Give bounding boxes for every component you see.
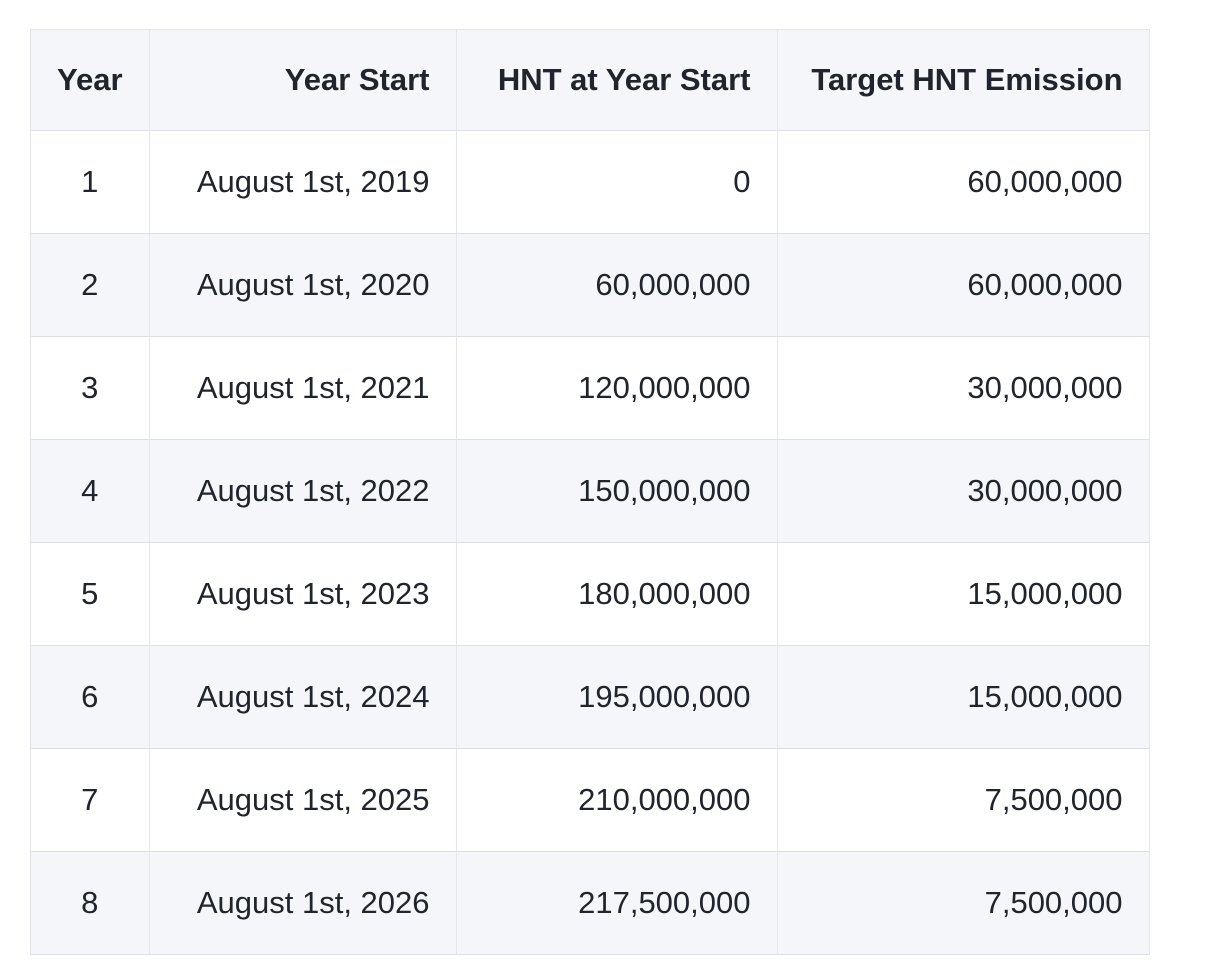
table-row: 7 August 1st, 2025 210,000,000 7,500,000 (31, 749, 1150, 852)
table-row: 3 August 1st, 2021 120,000,000 30,000,000 (31, 337, 1150, 440)
table-row: 2 August 1st, 2020 60,000,000 60,000,000 (31, 234, 1150, 337)
cell-year-start: August 1st, 2019 (149, 131, 457, 234)
cell-year: 3 (31, 337, 150, 440)
cell-hnt-at-year-start: 180,000,000 (456, 543, 778, 646)
cell-year-start: August 1st, 2022 (149, 440, 457, 543)
table-row: 6 August 1st, 2024 195,000,000 15,000,000 (31, 646, 1150, 749)
cell-year-start: August 1st, 2021 (149, 337, 457, 440)
cell-year-start: August 1st, 2025 (149, 749, 457, 852)
cell-year-start: August 1st, 2024 (149, 646, 457, 749)
cell-target-hnt-emission: 15,000,000 (777, 543, 1150, 646)
cell-hnt-at-year-start: 150,000,000 (456, 440, 778, 543)
cell-target-hnt-emission: 60,000,000 (777, 131, 1150, 234)
cell-year: 1 (31, 131, 150, 234)
table-row: 1 August 1st, 2019 0 60,000,000 (31, 131, 1150, 234)
cell-hnt-at-year-start: 210,000,000 (456, 749, 778, 852)
cell-year: 5 (31, 543, 150, 646)
cell-year: 6 (31, 646, 150, 749)
cell-year: 2 (31, 234, 150, 337)
cell-target-hnt-emission: 7,500,000 (777, 749, 1150, 852)
cell-hnt-at-year-start: 60,000,000 (456, 234, 778, 337)
table-header: Year Year Start HNT at Year Start Target HN… (31, 30, 1150, 131)
table-body: 1 August 1st, 2019 0 60,000,000 2 August 1st,… (31, 131, 1150, 955)
cell-year-start: August 1st, 2023 (149, 543, 457, 646)
cell-target-hnt-emission: 30,000,000 (777, 337, 1150, 440)
column-header-target-hnt-emission: Target HNT Emission (777, 30, 1150, 131)
cell-year-start: August 1st, 2026 (149, 852, 457, 955)
hnt-emission-table: Year Year Start HNT at Year Start Target HN… (30, 29, 1150, 955)
cell-year: 8 (31, 852, 150, 955)
column-header-year: Year (31, 30, 150, 131)
cell-hnt-at-year-start: 0 (456, 131, 778, 234)
table-row: 8 August 1st, 2026 217,500,000 7,500,000 (31, 852, 1150, 955)
cell-hnt-at-year-start: 217,500,000 (456, 852, 778, 955)
table-container: Year Year Start HNT at Year Start Target HN… (30, 29, 1150, 955)
column-header-hnt-at-year-start: HNT at Year Start (456, 30, 778, 131)
cell-target-hnt-emission: 7,500,000 (777, 852, 1150, 955)
cell-year: 7 (31, 749, 150, 852)
cell-hnt-at-year-start: 195,000,000 (456, 646, 778, 749)
column-header-year-start: Year Start (149, 30, 457, 131)
table-row: 4 August 1st, 2022 150,000,000 30,000,000 (31, 440, 1150, 543)
cell-target-hnt-emission: 30,000,000 (777, 440, 1150, 543)
cell-hnt-at-year-start: 120,000,000 (456, 337, 778, 440)
table-header-row: Year Year Start HNT at Year Start Target HN… (31, 30, 1150, 131)
cell-year: 4 (31, 440, 150, 543)
table-row: 5 August 1st, 2023 180,000,000 15,000,000 (31, 543, 1150, 646)
cell-target-hnt-emission: 15,000,000 (777, 646, 1150, 749)
cell-year-start: August 1st, 2020 (149, 234, 457, 337)
cell-target-hnt-emission: 60,000,000 (777, 234, 1150, 337)
